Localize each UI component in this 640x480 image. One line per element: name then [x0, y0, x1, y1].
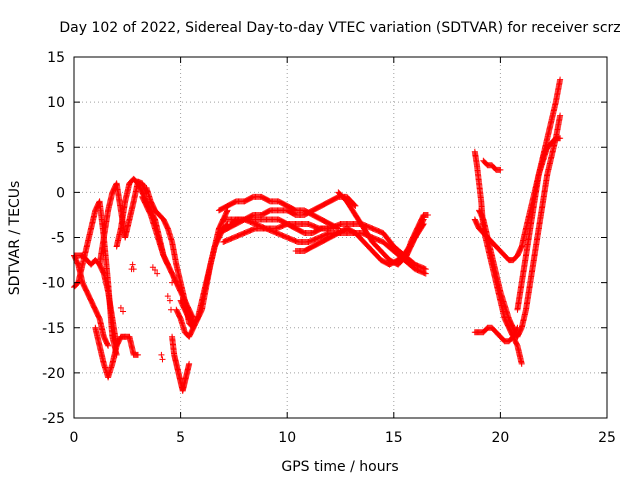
y-axis-label: SDTVAR / TECUs	[7, 181, 23, 296]
y-tick-label: 0	[56, 185, 65, 201]
x-axis-label: GPS time / hours	[281, 459, 398, 475]
y-tick-label: -20	[42, 366, 65, 382]
data-point-scattered	[169, 279, 176, 286]
data-point-arc-20	[518, 360, 525, 367]
x-tick-label: 25	[598, 430, 616, 446]
y-tick-label: -15	[42, 321, 65, 337]
data-point-scattered	[122, 333, 129, 340]
data-point-arc-25	[557, 76, 564, 83]
data-point-arc-4	[134, 351, 141, 358]
y-tick-label: 10	[47, 95, 65, 111]
axis-ticks: 0 5 10 15 20 25 -25 -20 -15 -10 -5 0 5 10 15	[42, 50, 616, 446]
data-point-scattered	[171, 275, 178, 282]
data-point-arc-26	[557, 112, 564, 119]
data-point-scattered	[168, 306, 175, 313]
data-point-arc-12	[351, 202, 358, 209]
x-tick-label: 5	[176, 430, 185, 446]
data-point-arc-24	[497, 166, 504, 173]
data-point-arc-1	[105, 342, 112, 349]
data-point-arc-10	[223, 208, 230, 215]
data-point-scattered	[166, 297, 173, 304]
data-marks	[71, 76, 564, 394]
data-point-arc-12	[352, 202, 359, 209]
data-point-arc-1	[104, 341, 111, 348]
data-point-arc-15	[422, 270, 429, 277]
data-point-arc-27	[557, 135, 564, 142]
data-point-scattered	[152, 266, 159, 273]
data-point-arc-16	[326, 225, 333, 232]
y-tick-label: 15	[47, 50, 65, 66]
data-point-arc-19	[424, 211, 431, 218]
x-tick-label: 0	[70, 430, 79, 446]
data-point-scattered	[120, 308, 127, 315]
x-tick-label: 15	[385, 430, 403, 446]
data-point-scattered	[154, 270, 161, 277]
y-tick-label: -10	[42, 276, 65, 292]
data-point-arc-9	[186, 360, 193, 367]
data-point-scattered	[164, 293, 171, 300]
x-tick-label: 10	[278, 430, 296, 446]
data-point-arc-15	[421, 270, 428, 277]
data-point-scattered	[130, 266, 137, 273]
y-tick-label: -5	[51, 231, 65, 247]
x-tick-label: 20	[491, 430, 509, 446]
y-tick-label: -25	[42, 411, 65, 427]
data-point-scattered	[159, 356, 166, 363]
data-point-scattered	[158, 351, 165, 358]
y-tick-label: 5	[56, 140, 65, 156]
data-point-scattered	[117, 304, 124, 311]
chart-title: Day 102 of 2022, Sidereal Day-to-day VTE…	[59, 20, 620, 36]
data-point-scattered	[129, 261, 136, 268]
